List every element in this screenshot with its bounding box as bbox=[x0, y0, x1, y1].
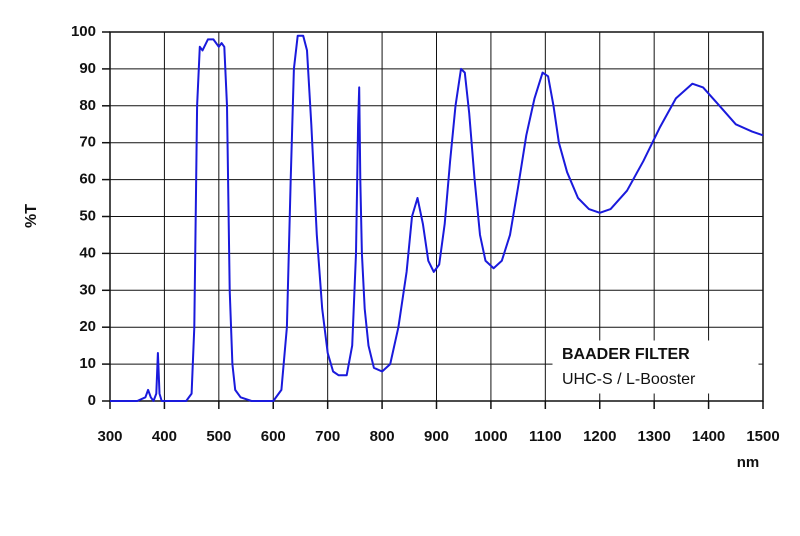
y-tick-label: 60 bbox=[79, 171, 96, 188]
x-tick-label: 300 bbox=[97, 428, 122, 445]
x-tick-label: 600 bbox=[261, 428, 286, 445]
y-tick-label: 90 bbox=[79, 60, 96, 77]
x-tick-label: 700 bbox=[315, 428, 340, 445]
annotation-title: BAADER FILTER bbox=[562, 346, 690, 363]
x-tick-label: 1000 bbox=[474, 428, 507, 445]
y-tick-label: 70 bbox=[79, 134, 96, 151]
plot-frame bbox=[109, 31, 764, 402]
x-tick-label: 1500 bbox=[746, 428, 779, 445]
y-tick-label: 80 bbox=[79, 97, 96, 114]
x-tick-label: 1100 bbox=[529, 428, 562, 445]
y-tick-label: 50 bbox=[79, 207, 96, 224]
legend-box bbox=[552, 340, 759, 394]
x-tick-label: 1400 bbox=[692, 428, 725, 445]
y-axis-label: %T bbox=[23, 204, 40, 228]
y-tick-label: 30 bbox=[79, 281, 96, 298]
x-axis-label: nm bbox=[737, 454, 760, 471]
transmission-curve bbox=[110, 34, 764, 402]
y-tick-label: 40 bbox=[79, 244, 96, 261]
x-tick-label: 1200 bbox=[583, 428, 616, 445]
x-tick-label: 900 bbox=[424, 428, 449, 445]
y-tick-label: 0 bbox=[88, 392, 96, 409]
y-tick-label: 10 bbox=[79, 355, 96, 372]
x-tick-label: 1300 bbox=[637, 428, 670, 445]
y-tick-label: 100 bbox=[71, 23, 96, 40]
x-tick-label: 500 bbox=[206, 428, 231, 445]
x-tick-label: 400 bbox=[152, 428, 177, 445]
annotation-subtitle: UHC-S / L-Booster bbox=[562, 371, 696, 388]
x-tick-label: 800 bbox=[370, 428, 395, 445]
y-tick-label: 20 bbox=[79, 318, 96, 335]
